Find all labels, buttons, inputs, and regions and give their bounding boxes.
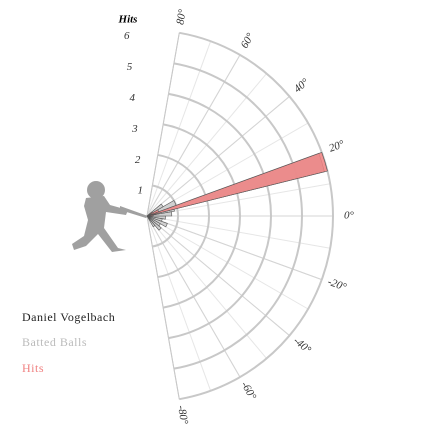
angle-tick-label: -80°	[175, 404, 190, 425]
legend-entry: Hits	[22, 361, 44, 375]
wedge	[146, 215, 162, 231]
ring-grid-line	[168, 92, 272, 340]
angle-tick-label: -20°	[326, 276, 349, 294]
angle-tick-label: -60°	[238, 379, 258, 402]
angle-tick-label: 20°	[327, 138, 346, 155]
ring-grid-line	[162, 123, 241, 309]
player-name: Daniel Vogelbach	[22, 310, 115, 324]
angle-tick-label: -40°	[291, 335, 314, 357]
radial-tick-label: 1	[138, 185, 144, 197]
angle-tick-label: 80°	[174, 8, 189, 26]
angle-tick-label: 40°	[292, 76, 312, 95]
angle-tick-label: 60°	[239, 31, 257, 51]
legend-entry: Batted Balls	[22, 335, 87, 349]
batter-silhouette	[72, 181, 148, 252]
ring-grid-line	[179, 31, 334, 401]
radial-tick-label: 5	[127, 61, 133, 73]
wedge	[146, 215, 168, 228]
radial-tick-label: 2	[135, 154, 141, 166]
radial-axis-title: Hits	[118, 14, 138, 26]
wedge	[146, 211, 153, 217]
ring-grid-line	[157, 153, 210, 279]
radial-tick-label: 4	[129, 92, 135, 104]
ring-grid-line	[152, 184, 179, 248]
angle-tick-label: 0°	[344, 210, 355, 222]
ring-grid-line	[173, 62, 303, 370]
wedge	[146, 151, 328, 217]
radial-tick-label: 6	[124, 30, 130, 42]
radial-tick-label: 3	[131, 123, 138, 135]
